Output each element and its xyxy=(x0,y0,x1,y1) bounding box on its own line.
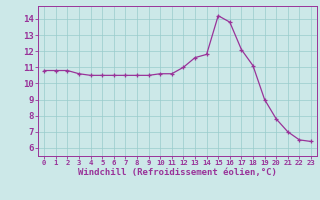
X-axis label: Windchill (Refroidissement éolien,°C): Windchill (Refroidissement éolien,°C) xyxy=(78,168,277,177)
